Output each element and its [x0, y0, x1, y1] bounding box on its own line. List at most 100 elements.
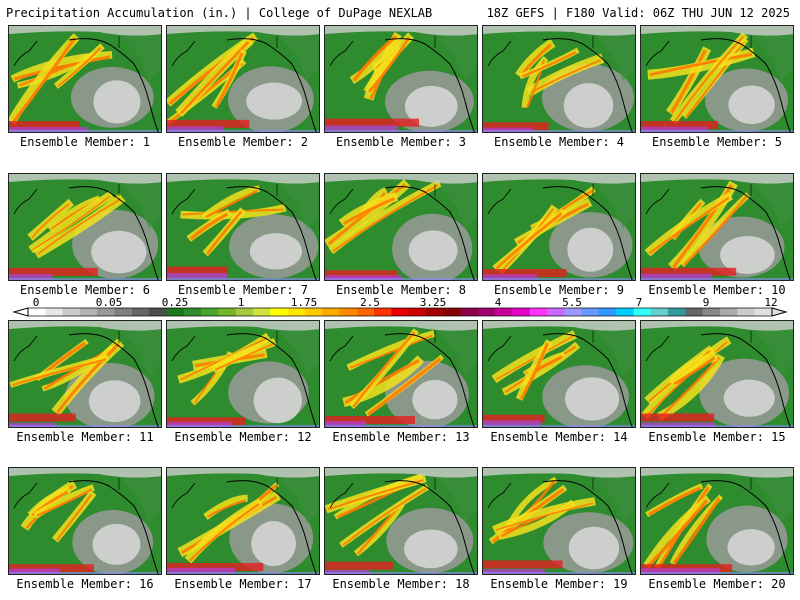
colorbar-swatch	[408, 308, 427, 316]
ensemble-member-label: Ensemble Member: 10	[648, 283, 786, 297]
colorbar-tick-label: 4	[495, 297, 502, 309]
colorbar-swatch	[720, 308, 738, 316]
ensemble-member-label: Ensemble Member: 2	[177, 135, 309, 149]
precip-map	[641, 174, 793, 280]
colorbar-left-arrow	[12, 307, 29, 317]
ensemble-member-label: Ensemble Member: 8	[335, 283, 467, 297]
precip-map	[167, 174, 319, 280]
ensemble-member-panel	[166, 467, 320, 575]
colorbar-swatch	[201, 308, 219, 316]
colorbar-swatch	[685, 308, 704, 316]
precip-map	[325, 26, 477, 132]
ensemble-member-panel	[324, 173, 478, 281]
colorbar-tick-label: 2.5	[360, 297, 380, 309]
colorbar-tick-label: 9	[703, 297, 710, 309]
precip-map	[483, 26, 635, 132]
colorbar-swatch	[131, 308, 150, 316]
colorbar-swatch	[287, 308, 306, 316]
colorbar-svg: 0 0.05 0.25 1 1.75 2.5 3.25 4 5.5 7 9 12	[12, 296, 788, 317]
ensemble-member-panel	[482, 25, 636, 133]
ensemble-member-label: Ensemble Member: 18	[332, 577, 470, 591]
colorbar-swatch	[598, 308, 617, 316]
precip-map	[9, 26, 161, 132]
precip-map	[483, 468, 635, 574]
ensemble-member-label: Ensemble Member: 14	[490, 430, 628, 444]
colorbar-swatch	[166, 308, 185, 316]
ensemble-member-label: Ensemble Member: 5	[651, 135, 783, 149]
colorbar-swatch	[495, 308, 513, 316]
colorbar-swatch	[460, 308, 479, 316]
colorbar-swatch	[252, 308, 271, 316]
colorbar-swatch	[322, 308, 340, 316]
ensemble-member-panel	[640, 320, 794, 428]
precip-map	[167, 26, 319, 132]
precipitation-color-legend: 0 0.05 0.25 1 1.75 2.5 3.25 4 5.5 7 9 12	[8, 296, 792, 321]
colorbar-swatch	[114, 308, 133, 316]
ensemble-member-label: Ensemble Member: 20	[648, 577, 786, 591]
precip-map	[325, 174, 477, 280]
precip-map	[167, 468, 319, 574]
colorbar-swatch	[529, 308, 548, 316]
colorbar-swatch	[633, 308, 652, 316]
colorbar-swatch	[339, 308, 358, 316]
ensemble-member-panel	[8, 320, 162, 428]
precip-map	[325, 321, 477, 427]
precip-map	[483, 321, 635, 427]
ensemble-member-label: Ensemble Member: 11	[16, 430, 154, 444]
ensemble-member-label: Ensemble Member: 17	[174, 577, 312, 591]
ensemble-member-panel	[324, 467, 478, 575]
colorbar-tick-label: 1.75	[291, 297, 318, 309]
colorbar-swatch	[79, 308, 98, 316]
colorbar-swatch	[443, 308, 462, 316]
colorbar-swatch	[235, 308, 254, 316]
ensemble-member-panel	[482, 467, 636, 575]
colorbar-swatch	[737, 308, 756, 316]
precip-map	[325, 468, 477, 574]
precip-map	[167, 321, 319, 427]
colorbar-tick-label: 5.5	[562, 297, 582, 309]
precip-map	[9, 468, 161, 574]
ensemble-member-label: Ensemble Member: 4	[493, 135, 625, 149]
ensemble-member-label: Ensemble Member: 3	[335, 135, 467, 149]
colorbar-swatch	[97, 308, 116, 316]
colorbar-swatch	[547, 308, 565, 316]
ensemble-member-label: Ensemble Member: 15	[648, 430, 786, 444]
colorbar-swatch	[668, 308, 686, 316]
colorbar-swatch	[45, 308, 64, 316]
ensemble-member-label: Ensemble Member: 13	[332, 430, 470, 444]
colorbar-swatch	[356, 308, 375, 316]
ensemble-member-panel	[640, 467, 794, 575]
ensemble-member-panel	[8, 25, 162, 133]
precip-map	[641, 468, 793, 574]
ensemble-member-panel	[166, 25, 320, 133]
precip-map	[9, 321, 161, 427]
precip-map	[641, 321, 793, 427]
run-valid-time: 18Z GEFS | F180 Valid: 06Z THU JUN 12 20…	[486, 6, 790, 20]
colorbar-swatch	[702, 308, 721, 316]
colorbar-swatch	[650, 308, 669, 316]
colorbar-swatch	[425, 308, 444, 316]
colorbar-tick-label: 0	[33, 297, 40, 309]
ensemble-member-panel	[482, 173, 636, 281]
map-title: Precipitation Accumulation (in.) | Colle…	[6, 6, 433, 20]
colorbar-swatch	[477, 308, 496, 316]
ensemble-member-panel	[640, 173, 794, 281]
colorbar-swatch	[270, 308, 289, 316]
precip-map	[641, 26, 793, 132]
ensemble-member-label: Ensemble Member: 19	[490, 577, 628, 591]
colorbar-swatch	[62, 308, 81, 316]
colorbar-swatch	[149, 308, 167, 316]
colorbar-tick-label: 1	[238, 297, 245, 309]
ensemble-member-label: Ensemble Member: 6	[19, 283, 151, 297]
colorbar-right-arrow	[771, 307, 788, 317]
ensemble-member-label: Ensemble Member: 1	[19, 135, 151, 149]
colorbar-swatch	[304, 308, 323, 316]
colorbar-swatch	[564, 308, 583, 316]
colorbar-swatch	[581, 308, 600, 316]
colorbar-swatch	[616, 308, 635, 316]
precip-map	[483, 174, 635, 280]
colorbar-swatch	[391, 308, 410, 316]
colorbar-swatch	[28, 308, 46, 316]
colorbar-tick-label: 0.05	[96, 297, 123, 309]
colorbar-swatch	[218, 308, 237, 316]
